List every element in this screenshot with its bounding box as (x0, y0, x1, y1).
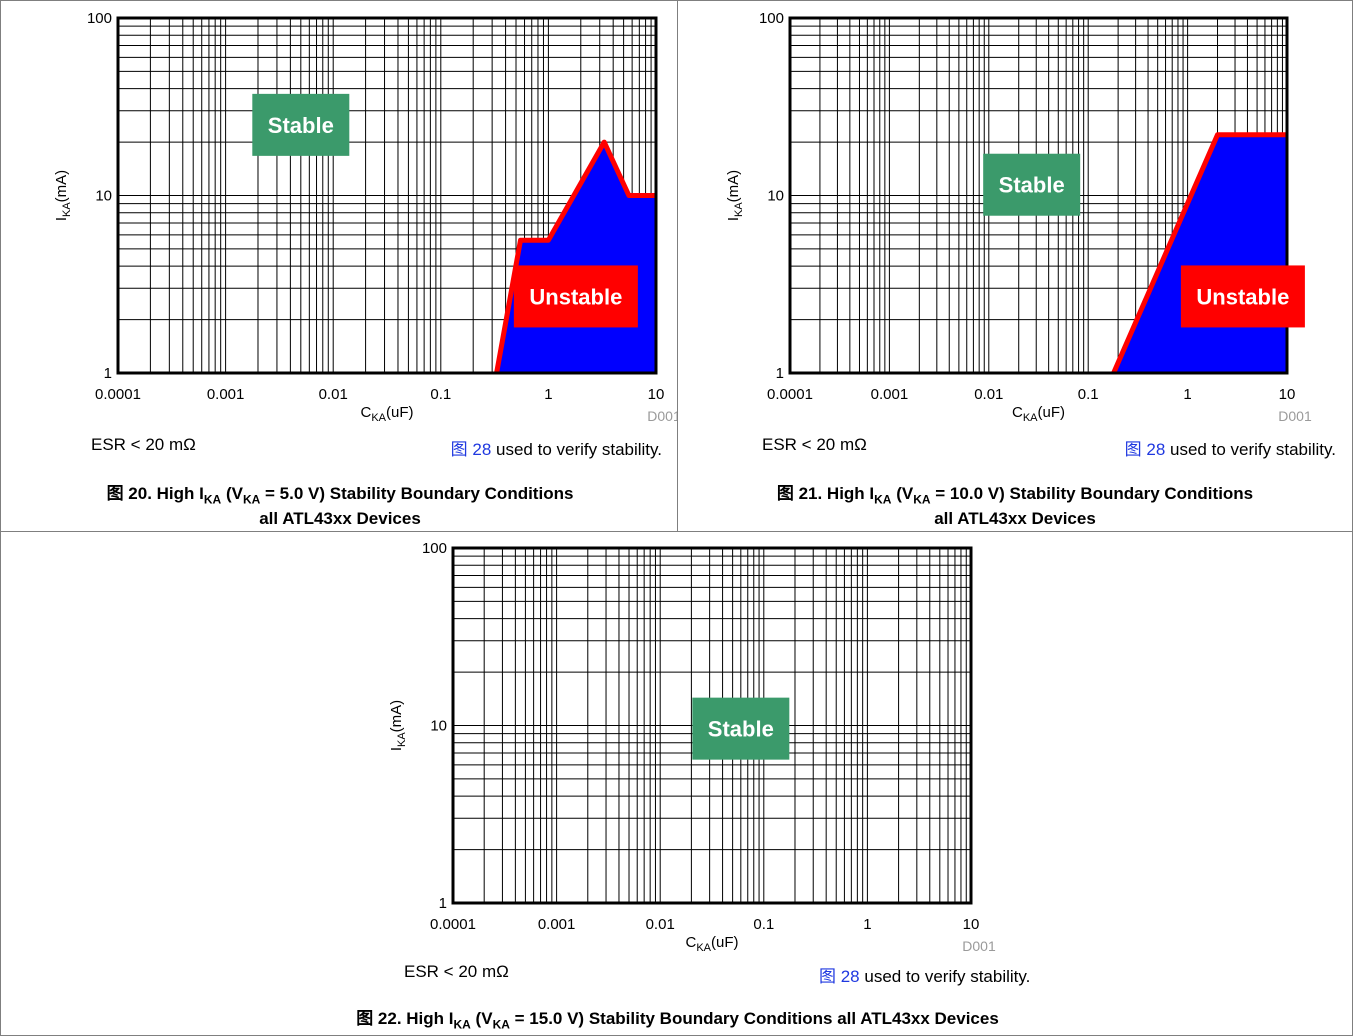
plot-frame (788, 16, 1289, 375)
x-tick-label: 0.01 (646, 916, 675, 933)
x-tick-label: 0.001 (207, 386, 245, 403)
plot-frame (116, 16, 658, 375)
y-tick-label: 10 (767, 188, 784, 205)
verification-text: used to verify stability. (491, 440, 662, 459)
figure-cell-21: Stable Unstable 0.0001 0.001 0.01 0.1 1 10 1 10 10… (677, 0, 1353, 532)
stability-chart-22: Stable 0.0001 0.001 0.01 0.1 1 10 1 10 100 CKA(uF)… (388, 540, 996, 954)
y-axis-label: IKA(mA) (388, 700, 408, 751)
stable-label-box (983, 153, 1081, 216)
esr-note: ESR < 20 mΩ (762, 435, 867, 454)
x-axis-label: CKA(uF) (1012, 404, 1065, 424)
source-code-label: D001 (1278, 408, 1312, 424)
stability-boundary-line (1111, 132, 1287, 374)
source-code-label: D001 (962, 938, 996, 954)
y-axis-label: IKA(mA) (725, 170, 745, 221)
grid (453, 548, 971, 903)
stable-label-box (252, 93, 350, 156)
figure-caption: 图 21. High IKA (VKA = 10.0 V) Stability … (776, 484, 1254, 528)
y-tick-label: 10 (430, 718, 447, 735)
unstable-label-box (1180, 265, 1305, 328)
stability-chart-20: Stable Unstable 0.0001 0.001 0.01 0.1 1 10 1 10 10… (53, 10, 681, 424)
x-axis-label: CKA(uF) (360, 404, 413, 424)
x-tick-label: 0.1 (1078, 386, 1099, 403)
y-tick-label: 1 (776, 365, 784, 382)
plot-frame (451, 546, 973, 905)
esr-note: ESR < 20 mΩ (91, 435, 196, 454)
y-tick-label: 100 (87, 10, 112, 27)
y-tick-label: 1 (439, 895, 447, 912)
y-axis-label: IKA(mA) (53, 170, 73, 221)
verification-text: used to verify stability. (1165, 440, 1336, 459)
figure-28-link[interactable]: 图 28 (1124, 440, 1166, 459)
x-tick-label: 1 (863, 916, 871, 933)
y-tick-label: 10 (95, 188, 112, 205)
figure-28-link[interactable]: 图 28 (819, 967, 860, 986)
x-tick-label: 1 (544, 386, 552, 403)
stable-label: Stable (999, 173, 1065, 198)
x-axis-label: CKA(uF) (685, 934, 738, 954)
figure-28-link[interactable]: 图 28 (450, 440, 492, 459)
x-tick-label: 0.01 (319, 386, 348, 403)
x-tick-label: 1 (1183, 386, 1191, 403)
source-code-label: D001 (647, 408, 681, 424)
verification-text: used to verify stability. (859, 967, 1031, 986)
x-tick-label: 10 (1279, 386, 1296, 403)
x-tick-label: 0.0001 (430, 916, 476, 933)
unstable-label-box (513, 265, 638, 328)
x-tick-label: 0.001 (871, 386, 909, 403)
figure-cell-20: Stable Unstable 0.0001 0.001 0.01 0.1 1 10 1 10 10… (0, 0, 681, 532)
verification-note: 图 28 used to verify stability. (1125, 435, 1336, 460)
unstable-label: Unstable (529, 284, 622, 309)
stable-label: Stable (708, 717, 774, 742)
figure-caption: 图 20. High IKA (VKA = 5.0 V) Stability B… (106, 484, 574, 528)
x-tick-label: 0.01 (974, 386, 1003, 403)
stability-chart-21: Stable Unstable 0.0001 0.001 0.01 0.1 1 10 1 10 10… (725, 10, 1312, 424)
verification-note: 图 28 used to verify stability. (819, 962, 1030, 987)
y-tick-label: 1 (104, 365, 112, 382)
x-tick-label: 0.0001 (95, 386, 141, 403)
stable-label: Stable (268, 113, 334, 138)
x-tick-label: 0.1 (753, 916, 774, 933)
figure-caption: 图 22. High IKA (VKA = 15.0 V) Stability … (356, 1009, 999, 1032)
stability-boundary-line (494, 139, 656, 374)
x-tick-label: 0.001 (538, 916, 576, 933)
x-tick-label: 0.1 (430, 386, 451, 403)
y-tick-label: 100 (759, 10, 784, 27)
verification-note: 图 28 used to verify stability. (451, 435, 662, 460)
x-tick-label: 10 (648, 386, 665, 403)
y-tick-label: 100 (422, 540, 447, 557)
esr-note: ESR < 20 mΩ (404, 962, 509, 981)
figure-cell-22: Stable 0.0001 0.001 0.01 0.1 1 10 1 10 100 CKA(uF)… (0, 531, 1353, 1036)
x-tick-label: 10 (963, 916, 980, 933)
stable-label-box (692, 697, 790, 760)
unstable-label: Unstable (1196, 284, 1289, 309)
x-tick-label: 0.0001 (767, 386, 813, 403)
